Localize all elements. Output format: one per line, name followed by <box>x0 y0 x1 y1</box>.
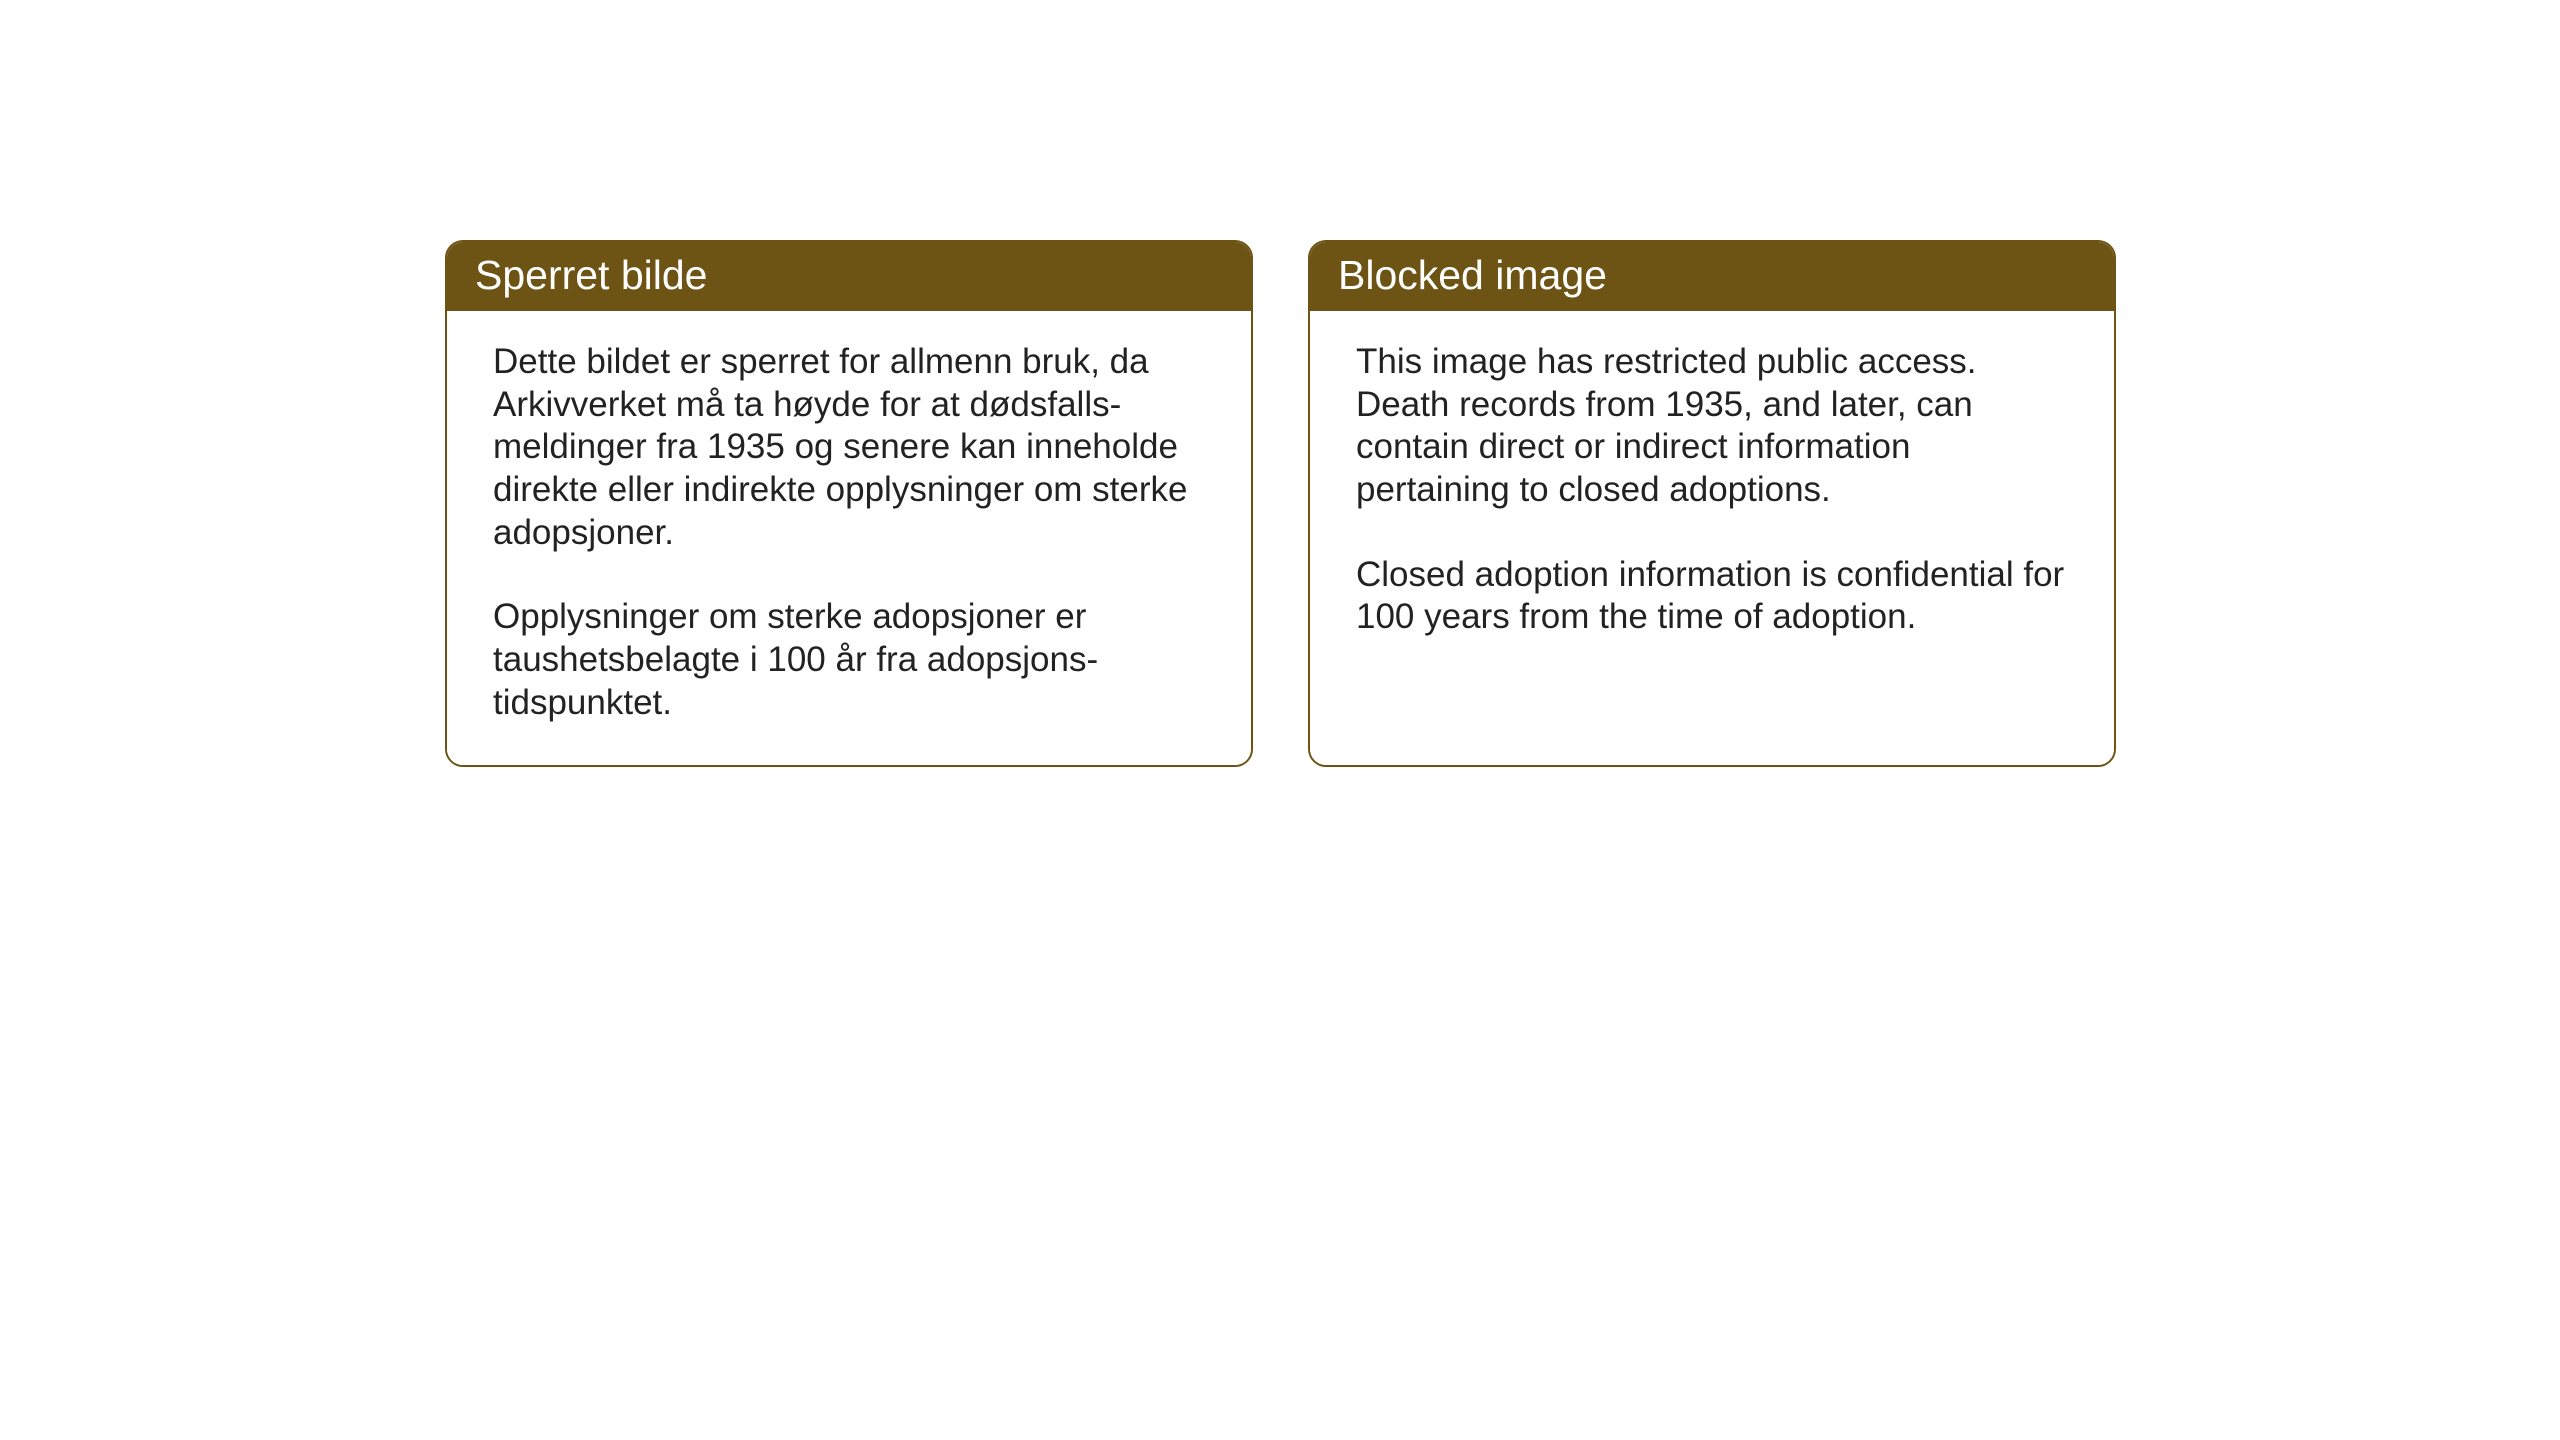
card-header: Blocked image <box>1310 242 2114 311</box>
card-body: This image has restricted public access.… <box>1310 311 2114 759</box>
notice-cards-container: Sperret bilde Dette bildet er sperret fo… <box>445 240 2560 767</box>
card-header: Sperret bilde <box>447 242 1251 311</box>
notice-paragraph: Opplysninger om sterke adopsjoner er tau… <box>493 596 1205 724</box>
notice-paragraph: Closed adoption information is confident… <box>1356 554 2068 639</box>
notice-paragraph: This image has restricted public access.… <box>1356 341 2068 512</box>
notice-card-english: Blocked image This image has restricted … <box>1308 240 2116 767</box>
notice-paragraph: Dette bildet er sperret for allmenn bruk… <box>493 341 1205 554</box>
notice-card-norwegian: Sperret bilde Dette bildet er sperret fo… <box>445 240 1253 767</box>
card-body: Dette bildet er sperret for allmenn bruk… <box>447 311 1251 765</box>
